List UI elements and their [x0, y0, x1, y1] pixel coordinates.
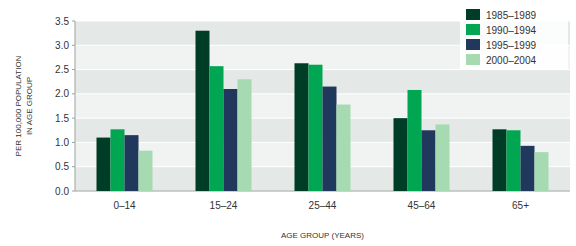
y-tick — [72, 69, 75, 70]
bar — [139, 151, 153, 191]
x-tick-label: 0–14 — [113, 200, 136, 211]
y-tick-label: 0.5 — [55, 161, 69, 172]
bar — [422, 130, 436, 191]
y-axis-label: PER 100,000 POPULATIONIN AGE GROUP — [14, 55, 34, 156]
legend-swatch — [466, 39, 480, 50]
bar — [394, 118, 408, 191]
chart: 0.0 0.5 1.0 1.5 2.0 2.5 3.0 3.5 PER 100,000 POPU… — [0, 0, 576, 246]
y-axis-label-line: IN AGE GROUP — [25, 77, 34, 135]
bar — [196, 31, 210, 191]
y-tick — [72, 45, 75, 46]
legend-swatch — [466, 9, 480, 20]
bar — [295, 63, 309, 191]
x-tick-label: 25–44 — [309, 200, 337, 211]
y-tick-label: 1.5 — [55, 113, 69, 124]
bar — [323, 87, 337, 191]
bar — [238, 79, 252, 191]
bar — [337, 105, 351, 191]
y-tick-label: 2.5 — [55, 64, 69, 75]
y-tick — [72, 142, 75, 143]
bar — [224, 89, 238, 191]
legend-label: 1985–1989 — [486, 10, 536, 21]
y-tick — [72, 118, 75, 119]
legend-swatch — [466, 24, 480, 35]
x-tick-label: 15–24 — [210, 200, 238, 211]
y-tick-label: 2.0 — [55, 88, 69, 99]
x-tick-label: 65+ — [512, 200, 529, 211]
bar — [521, 146, 535, 191]
y-axis-label-line: PER 100,000 POPULATION — [14, 55, 23, 156]
y-tick-label: 0.0 — [55, 186, 69, 197]
bar — [493, 129, 507, 191]
bar — [408, 90, 422, 191]
y-tick-label: 3.0 — [55, 40, 69, 51]
bar — [507, 130, 521, 191]
bar — [210, 66, 224, 191]
legend-swatch — [466, 54, 480, 65]
x-tick-label: 45–64 — [408, 200, 436, 211]
bar — [309, 65, 323, 191]
y-tick-label: 3.5 — [55, 16, 69, 27]
y-tick-label: 1.0 — [55, 137, 69, 148]
legend-label: 2000–2004 — [486, 55, 536, 66]
bar — [535, 152, 549, 191]
bar — [97, 138, 111, 191]
y-tick — [72, 191, 75, 192]
legend-label: 1995–1999 — [486, 40, 536, 51]
y-axis-line — [75, 21, 76, 191]
bar — [125, 135, 139, 191]
bar — [436, 124, 450, 191]
x-axis-label: AGE GROUP (YEARS) — [281, 231, 364, 240]
legend-box — [460, 4, 568, 70]
y-tick — [72, 166, 75, 167]
bar — [111, 129, 125, 191]
legend-label: 1990–1994 — [486, 25, 536, 36]
y-tick — [72, 21, 75, 22]
y-tick — [72, 93, 75, 94]
